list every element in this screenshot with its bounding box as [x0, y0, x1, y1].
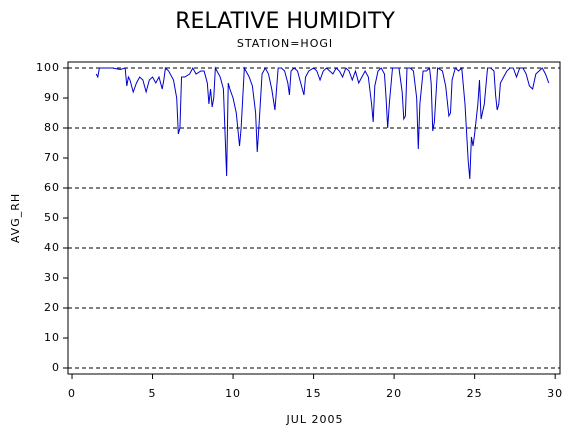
x-tick-label: 30 [547, 387, 563, 400]
chart-title: RELATIVE HUMIDITY [175, 9, 395, 34]
y-tick-label: 20 [44, 301, 60, 314]
x-tick-label: 15 [306, 387, 322, 400]
x-tick-label: 25 [467, 387, 483, 400]
y-tick-label: 100 [36, 61, 60, 74]
y-tick-label: 70 [44, 151, 60, 164]
chart-subtitle: STATION=HOGI [237, 37, 333, 50]
y-tick-label: 0 [52, 361, 60, 374]
x-tick-label: 20 [386, 387, 402, 400]
y-tick-label: 50 [44, 211, 60, 224]
x-tick-label: 5 [149, 387, 157, 400]
y-tick-label: 40 [44, 241, 60, 254]
x-tick-label: 10 [225, 387, 241, 400]
data-line [95, 66, 550, 180]
x-tick-label: 0 [68, 387, 76, 400]
y-tick-label: 60 [44, 181, 60, 194]
y-tick-label: 80 [44, 121, 60, 134]
y-tick-label: 30 [44, 271, 60, 284]
x-axis-label: JUL 2005 [286, 413, 344, 426]
y-axis-label: AVG_RH [9, 193, 22, 243]
y-tick-label: 90 [44, 91, 60, 104]
y-tick-label: 10 [44, 331, 60, 344]
